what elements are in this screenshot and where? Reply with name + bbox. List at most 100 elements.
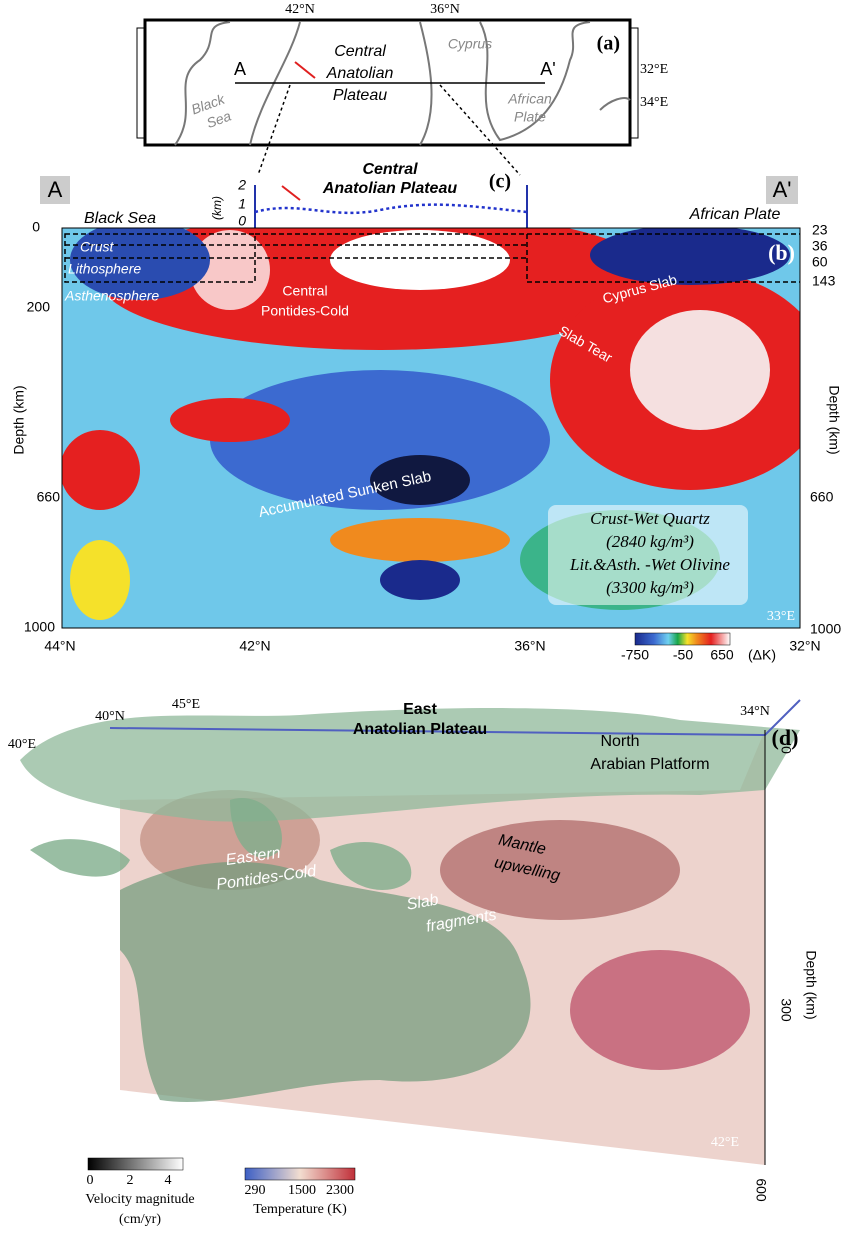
colorbar-tick: -50 <box>673 647 693 663</box>
colorbar-label: Temperature (K) <box>253 1202 347 1217</box>
rheology-text: (2840 kg/m³) <box>606 532 694 551</box>
colorbar-tick: 4 <box>165 1173 172 1188</box>
panel-b: A A' Black Sea African Plate 0 200 660 1… <box>11 176 842 663</box>
axis-label: Depth (km) <box>11 385 27 454</box>
map-frame <box>136 27 146 139</box>
colorbar-tick: 2 <box>127 1173 134 1188</box>
y-tick-label: 36 <box>812 238 828 254</box>
panel-title: East <box>403 701 437 718</box>
y-tick-label: 60 <box>812 254 828 270</box>
place-label: African <box>507 91 552 107</box>
x-tick-label: 44°N <box>44 638 75 654</box>
colorbar-label: (cm/yr) <box>119 1212 161 1227</box>
depth-tick: 0 <box>778 746 794 754</box>
x-tick-label: 42°N <box>239 638 270 654</box>
panel-a: 42°N 36°N 32°E 34°E (a) A A' Central Ana… <box>136 2 668 176</box>
x-tick-label: 32°N <box>789 638 820 654</box>
layer-label: Crust <box>80 239 115 255</box>
y-tick-label: 200 <box>27 299 51 315</box>
lat-label: 36°N <box>430 2 460 17</box>
profile-end: A' <box>540 59 555 79</box>
y-tick-label: 660 <box>37 489 61 505</box>
depth-tick: 300 <box>778 998 794 1022</box>
y-tick-label: 1000 <box>24 619 55 635</box>
coastline <box>174 21 631 146</box>
topography <box>254 203 528 215</box>
layer-label: Lithosphere <box>68 261 141 277</box>
coord-label: 40°N <box>95 709 125 724</box>
y-tick-label: 23 <box>812 222 828 238</box>
coord-label: 40°E <box>8 737 36 752</box>
plateau-edge <box>254 185 528 228</box>
region-label: North <box>600 733 639 750</box>
region-label: Anatolian <box>326 65 394 82</box>
place-label: Plate <box>514 109 546 125</box>
colorbar <box>634 632 731 646</box>
layer-boundary <box>64 233 800 283</box>
tick-label: 2 <box>237 177 246 193</box>
axis-label: (km) <box>210 196 224 220</box>
y-tick-label: 1000 <box>810 621 841 637</box>
tick-label: 0 <box>238 213 246 229</box>
arrow <box>281 185 301 201</box>
label-box <box>40 176 70 204</box>
rheology-text: Crust-Wet Quartz <box>590 509 710 528</box>
colorbar-tick: 0 <box>87 1173 94 1188</box>
depth-tick: 600 <box>753 1178 769 1202</box>
profile-end: A <box>234 59 246 79</box>
rheology-box <box>548 505 748 605</box>
slab-isosurface <box>120 861 531 1103</box>
feature-label: Slab <box>405 891 440 913</box>
colorbar-tick: -750 <box>621 647 649 663</box>
colorbar-label: Velocity magnitude <box>85 1192 194 1207</box>
longitude-label: 33°E <box>767 609 795 624</box>
temperature-field <box>62 228 800 628</box>
colorbar-tick: 2300 <box>326 1183 354 1198</box>
connector <box>257 84 521 176</box>
panel-label: (b) <box>768 240 795 265</box>
panel-title: Central <box>362 161 418 178</box>
colorbar <box>244 1167 356 1181</box>
lat-label: 42°N <box>285 2 315 17</box>
colorbar-tick: 1500 <box>288 1183 316 1198</box>
panel-label: (c) <box>489 171 511 193</box>
layer-label: Asthenosphere <box>64 288 159 304</box>
panel-d: 45°E 40°N 40°E 34°N 42°E East Anatolian … <box>8 697 819 1227</box>
coord-label: 34°N <box>740 704 770 719</box>
place-label: Cyprus <box>448 36 492 52</box>
plot-frame <box>61 227 801 629</box>
region-label: Central <box>334 43 386 60</box>
map-frame <box>629 27 639 139</box>
lon-label: 32°E <box>640 62 668 77</box>
slab-isosurface <box>230 798 412 890</box>
feature-label: Pontides-Cold <box>261 303 349 319</box>
label-box <box>766 176 798 204</box>
colorbar-unit: (ΔK) <box>748 647 776 663</box>
x-tick-label: 36°N <box>514 638 545 654</box>
plateau-surface <box>20 708 800 822</box>
y-tick-label: 660 <box>810 489 834 505</box>
rheology-text: Lit.&Asth. -Wet Olivine <box>569 555 730 574</box>
panel-c: (km) 2 1 0 Central Anatolian Plateau (c) <box>210 161 528 229</box>
hot-region <box>570 950 750 1070</box>
place-label: African Plate <box>689 206 781 223</box>
panel-label: (a) <box>597 33 620 55</box>
y-tick-label: 0 <box>32 219 40 235</box>
region-label: Plateau <box>333 87 387 104</box>
region-label: Arabian Platform <box>590 756 709 773</box>
feature-label: Central <box>282 283 327 299</box>
axis-label: Depth (km) <box>803 950 819 1019</box>
rheology-text: (3300 kg/m³) <box>606 578 694 597</box>
place-label: Black Sea <box>84 210 156 227</box>
arrow <box>294 61 316 79</box>
slab-isosurface <box>30 839 130 877</box>
profile-end: A <box>48 177 63 202</box>
colorbar-tick: 650 <box>710 647 734 663</box>
y-tick-label: 143 <box>812 273 836 289</box>
axis-label: Depth (km) <box>826 385 842 454</box>
panel-label: (d) <box>772 725 799 750</box>
profile-end: A' <box>773 177 792 202</box>
panel-title: Anatolian Plateau <box>353 721 487 738</box>
panel-title: Anatolian Plateau <box>322 180 457 197</box>
colorbar-tick: 290 <box>245 1183 266 1198</box>
